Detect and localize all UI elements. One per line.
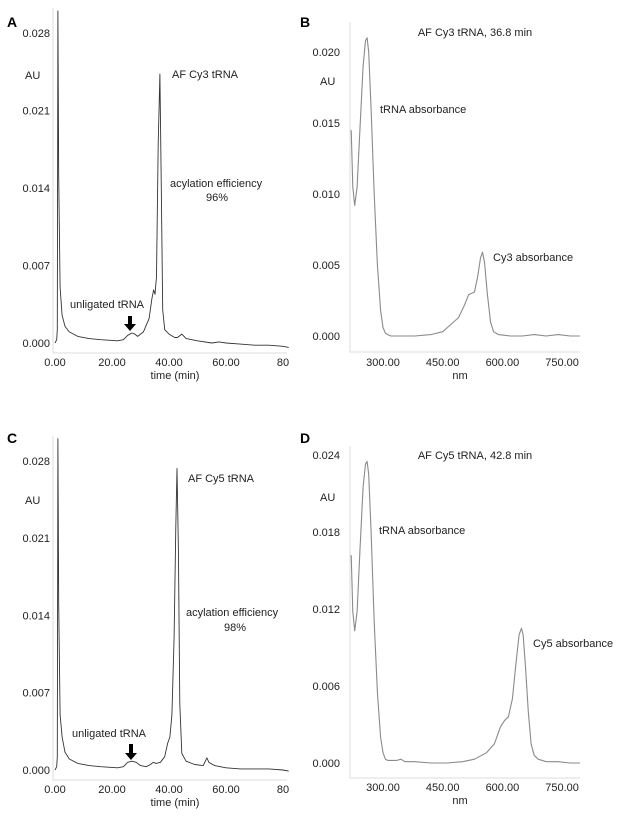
annotation-dye: Cy5 absorbance xyxy=(533,638,613,650)
x-tick-label: 80 xyxy=(277,784,289,796)
annotation-dye: Cy3 absorbance xyxy=(493,252,573,264)
x-tick-label: 40.00 xyxy=(155,784,183,796)
annotation-unligated: unligated tRNA xyxy=(72,728,147,740)
annotation-efficiency-label: acylation efficiency xyxy=(170,178,263,190)
annotation-uv: tRNA absorbance xyxy=(380,104,466,116)
x-tick-label: 750.00 xyxy=(545,357,579,369)
x-tick-label: 20.00 xyxy=(98,784,126,796)
x-tick-label: 600.00 xyxy=(486,357,520,369)
y-tick-label: 0.000 xyxy=(22,765,50,777)
x-tick-label: 750.00 xyxy=(545,782,579,794)
y-tick-label: 0.021 xyxy=(22,533,50,545)
y-axis-label: AU xyxy=(25,70,40,82)
x-tick-label: 0.00 xyxy=(44,784,65,796)
y-tick-label: 0.000 xyxy=(312,758,340,770)
annotation-efficiency-value: 98% xyxy=(224,622,246,634)
panel-c: C 0.000 0.007 0.014 0.021 0.028 0.00 20.00 40.00… xyxy=(7,430,289,809)
y-tick-label: 0.000 xyxy=(312,331,340,343)
y-axis-label: AU xyxy=(320,492,335,504)
y-tick-label: 0.014 xyxy=(22,610,50,622)
x-tick-label: 300.00 xyxy=(366,782,400,794)
series-line xyxy=(54,438,289,772)
y-tick-label: 0.010 xyxy=(312,189,340,201)
x-tick-label: 20.00 xyxy=(98,357,126,369)
annotation-peak: AF Cy5 tRNA xyxy=(188,473,255,485)
panel-label: C xyxy=(7,430,17,446)
axes xyxy=(52,436,287,781)
panel-a: A 0.000 0.007 0.014 0.021 0.028 0.00 20.00 40.00… xyxy=(7,8,289,382)
x-tick-label: 60.00 xyxy=(212,357,240,369)
chart-title: AF Cy5 tRNA, 42.8 min xyxy=(418,450,532,462)
x-tick-label: 0.00 xyxy=(44,357,65,369)
series-line xyxy=(54,10,289,348)
y-tick-label: 0.018 xyxy=(312,527,340,539)
x-axis-label: nm xyxy=(452,370,467,382)
y-tick-label: 0.000 xyxy=(22,338,50,350)
x-tick-label: 40.00 xyxy=(155,357,183,369)
panel-label: A xyxy=(7,14,17,30)
annotation-unligated: unligated tRNA xyxy=(70,299,145,311)
axes xyxy=(52,8,287,354)
y-tick-label: 0.020 xyxy=(312,47,340,59)
panel-label: B xyxy=(300,14,310,30)
series-line xyxy=(350,460,580,764)
y-tick-label: 0.015 xyxy=(312,118,340,130)
arrow-down-icon xyxy=(125,744,137,760)
annotation-peak: AF Cy3 tRNA xyxy=(172,69,239,81)
axes xyxy=(349,22,580,353)
x-axis-label: nm xyxy=(452,795,467,807)
x-tick-label: 450.00 xyxy=(426,357,460,369)
y-axis-label: AU xyxy=(320,76,335,88)
chart-title: AF Cy3 tRNA, 36.8 min xyxy=(418,27,532,39)
arrow-down-icon xyxy=(124,316,136,331)
annotation-efficiency-value: 96% xyxy=(206,192,228,204)
x-tick-label: 450.00 xyxy=(426,782,460,794)
y-tick-label: 0.028 xyxy=(22,456,50,468)
x-tick-label: 60.00 xyxy=(212,784,240,796)
y-tick-label: 0.021 xyxy=(22,106,50,118)
y-tick-label: 0.005 xyxy=(312,260,340,272)
panel-b: B 0.000 0.005 0.010 0.015 0.020 300.00 450.00 60… xyxy=(300,14,580,382)
y-tick-label: 0.012 xyxy=(312,604,340,616)
y-tick-label: 0.024 xyxy=(312,450,340,462)
x-tick-label: 80 xyxy=(277,357,289,369)
axes xyxy=(349,446,580,779)
x-tick-label: 300.00 xyxy=(366,357,400,369)
annotation-efficiency-label: acylation efficiency xyxy=(186,607,279,619)
y-tick-label: 0.014 xyxy=(22,183,50,195)
series-line xyxy=(350,37,580,337)
annotation-uv: tRNA absorbance xyxy=(379,525,465,537)
y-tick-label: 0.007 xyxy=(22,261,50,273)
x-tick-label: 600.00 xyxy=(486,782,520,794)
panel-d: D 0.000 0.006 0.012 0.018 0.024 300.00 450.00 60… xyxy=(300,430,613,807)
y-tick-label: 0.028 xyxy=(22,28,50,40)
x-axis-label: time (min) xyxy=(151,370,200,382)
x-axis-label: time (min) xyxy=(151,797,200,809)
y-tick-label: 0.007 xyxy=(22,688,50,700)
y-tick-label: 0.006 xyxy=(312,681,340,693)
y-axis-label: AU xyxy=(25,495,40,507)
panel-label: D xyxy=(300,430,310,446)
